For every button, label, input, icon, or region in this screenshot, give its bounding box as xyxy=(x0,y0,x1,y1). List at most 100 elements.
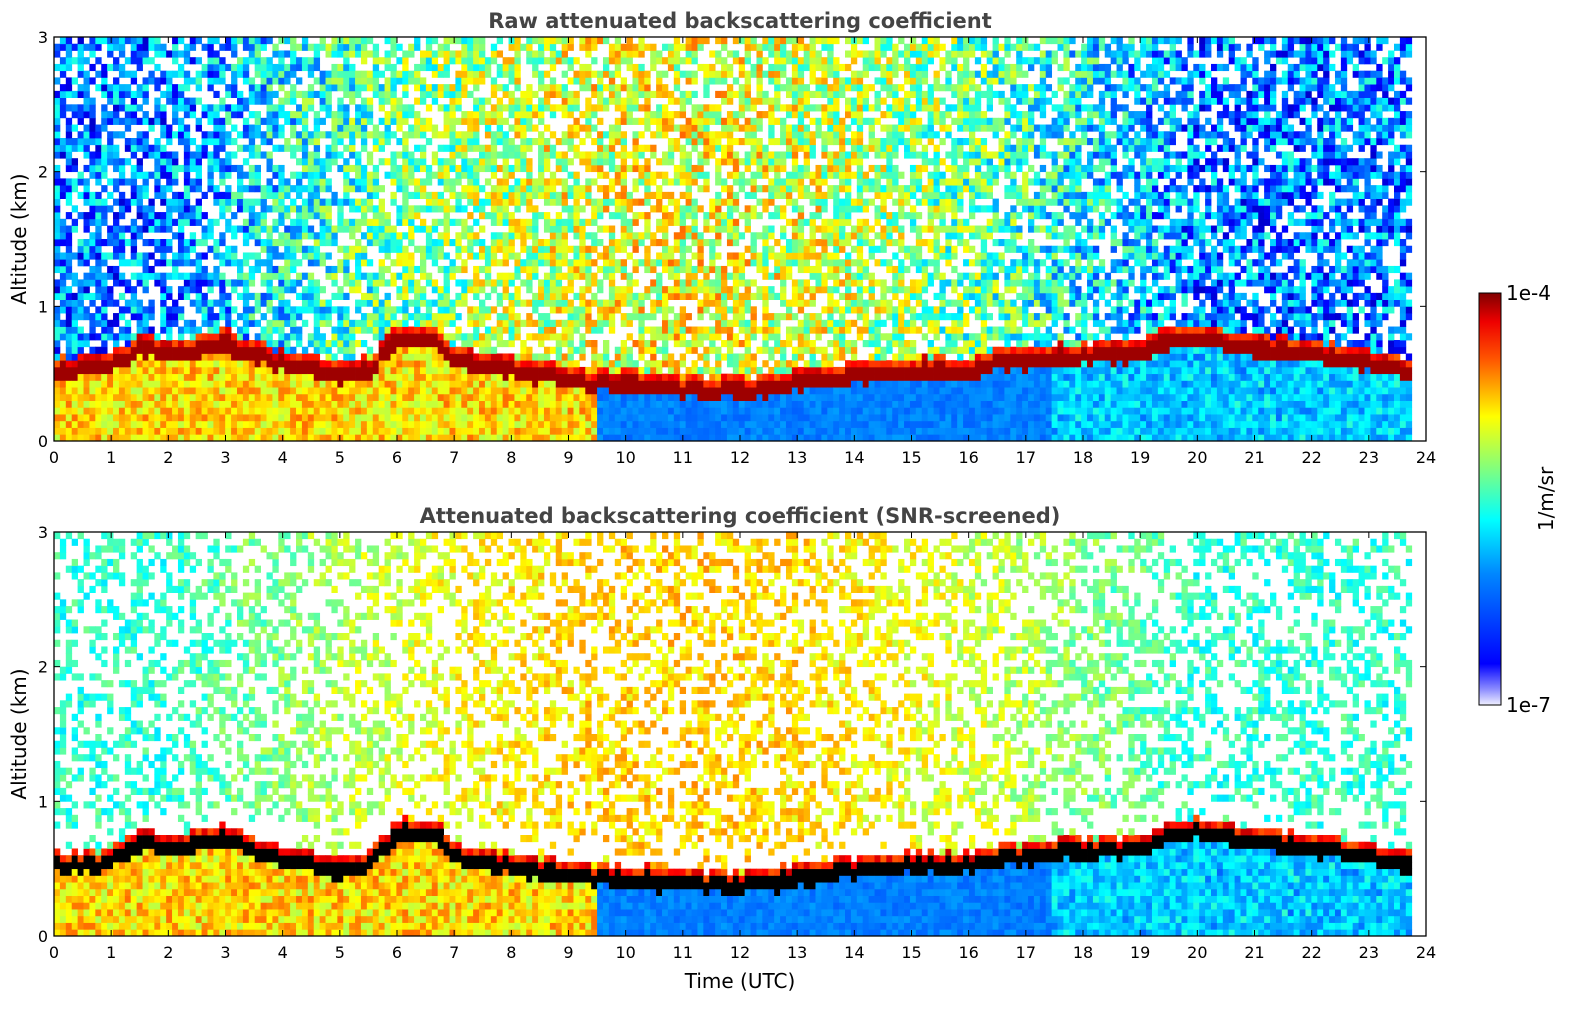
heatmap-cell xyxy=(66,57,72,64)
heatmap-cell xyxy=(461,219,467,226)
heatmap-cell xyxy=(160,172,166,179)
heatmap-cell xyxy=(125,360,131,367)
heatmap-cell xyxy=(343,340,349,347)
heatmap-cell xyxy=(426,374,432,381)
heatmap-cell xyxy=(408,125,414,132)
heatmap-cell xyxy=(113,347,119,354)
heatmap-cell xyxy=(154,428,160,435)
heatmap-cell xyxy=(349,44,355,51)
heatmap-cell xyxy=(278,219,284,226)
heatmap-cell xyxy=(302,145,308,152)
heatmap-cell xyxy=(349,273,355,280)
heatmap-cell xyxy=(343,71,349,78)
heatmap-cell xyxy=(361,300,367,307)
heatmap-cell xyxy=(84,98,90,105)
heatmap-cell xyxy=(113,333,119,340)
heatmap-cell xyxy=(196,347,202,354)
heatmap-cell xyxy=(190,98,196,105)
heatmap-cell xyxy=(455,333,461,340)
heatmap-cell xyxy=(290,320,296,327)
heatmap-cell xyxy=(166,246,172,253)
heatmap-cell xyxy=(225,192,231,199)
heatmap-cell xyxy=(54,151,60,158)
heatmap-cell xyxy=(213,300,219,307)
heatmap-cell xyxy=(402,367,408,374)
heatmap-cell xyxy=(367,192,373,199)
heatmap-cell xyxy=(461,414,467,421)
heatmap-cell xyxy=(213,428,219,435)
heatmap-cell xyxy=(408,252,414,259)
heatmap-cell xyxy=(444,434,450,441)
heatmap-cell xyxy=(255,178,261,185)
heatmap-cell xyxy=(326,380,332,387)
heatmap-cell xyxy=(237,367,243,374)
heatmap-cell xyxy=(261,64,267,71)
heatmap-cell xyxy=(396,57,402,64)
heatmap-cell xyxy=(461,226,467,233)
heatmap-cell xyxy=(95,259,101,266)
heatmap-cell xyxy=(497,394,503,401)
heatmap-cell xyxy=(408,353,414,360)
heatmap-cell xyxy=(119,421,125,428)
heatmap-cell xyxy=(432,158,438,165)
heatmap-cell xyxy=(267,239,273,246)
heatmap-cell xyxy=(278,71,284,78)
heatmap-cell xyxy=(54,185,60,192)
heatmap-cell xyxy=(349,340,355,347)
heatmap-cell xyxy=(66,151,72,158)
heatmap-cell xyxy=(379,300,385,307)
heatmap-cell xyxy=(143,266,149,273)
heatmap-cell xyxy=(308,340,314,347)
heatmap-cell xyxy=(89,37,95,44)
heatmap-cell xyxy=(390,340,396,347)
heatmap-cell xyxy=(160,374,166,381)
heatmap-cell xyxy=(343,145,349,152)
heatmap-cell xyxy=(119,273,125,280)
heatmap-cell xyxy=(89,77,95,84)
heatmap-cell xyxy=(154,37,160,44)
heatmap-cell xyxy=(196,414,202,421)
heatmap-cell xyxy=(485,151,491,158)
heatmap-cell xyxy=(249,313,255,320)
heatmap-cell xyxy=(390,387,396,394)
heatmap-cell xyxy=(396,44,402,51)
heatmap-cell xyxy=(343,172,349,179)
heatmap-cell xyxy=(314,421,320,428)
heatmap-cell xyxy=(349,226,355,233)
heatmap-cell xyxy=(143,401,149,408)
heatmap-cell xyxy=(54,407,60,414)
heatmap-cell xyxy=(113,394,119,401)
heatmap-cell xyxy=(202,374,208,381)
heatmap-cell xyxy=(473,64,479,71)
heatmap-cell xyxy=(373,394,379,401)
heatmap-cell xyxy=(485,387,491,394)
heatmap-cell xyxy=(349,252,355,259)
heatmap-cell xyxy=(302,394,308,401)
heatmap-cell xyxy=(473,252,479,259)
heatmap-cell xyxy=(225,327,231,334)
heatmap-cell xyxy=(255,64,261,71)
heatmap-cell xyxy=(343,333,349,340)
heatmap-cell xyxy=(261,414,267,421)
heatmap-cell xyxy=(172,192,178,199)
heatmap-cell xyxy=(396,333,402,340)
heatmap-cell xyxy=(113,300,119,307)
heatmap-cell xyxy=(190,178,196,185)
heatmap-cell xyxy=(219,279,225,286)
heatmap-cell xyxy=(196,340,202,347)
heatmap-cell xyxy=(497,273,503,280)
heatmap-cell xyxy=(54,401,60,408)
heatmap-cell xyxy=(231,360,237,367)
heatmap-cell xyxy=(296,293,302,300)
heatmap-cell xyxy=(207,367,213,374)
heatmap-cell xyxy=(54,340,60,347)
heatmap-cell xyxy=(479,77,485,84)
heatmap-cell xyxy=(473,219,479,226)
heatmap-cell xyxy=(284,178,290,185)
heatmap-cell xyxy=(426,353,432,360)
heatmap-cell xyxy=(137,57,143,64)
heatmap-cell xyxy=(143,151,149,158)
heatmap-cell xyxy=(308,185,314,192)
heatmap-cell xyxy=(237,165,243,172)
heatmap-cell xyxy=(60,104,66,111)
